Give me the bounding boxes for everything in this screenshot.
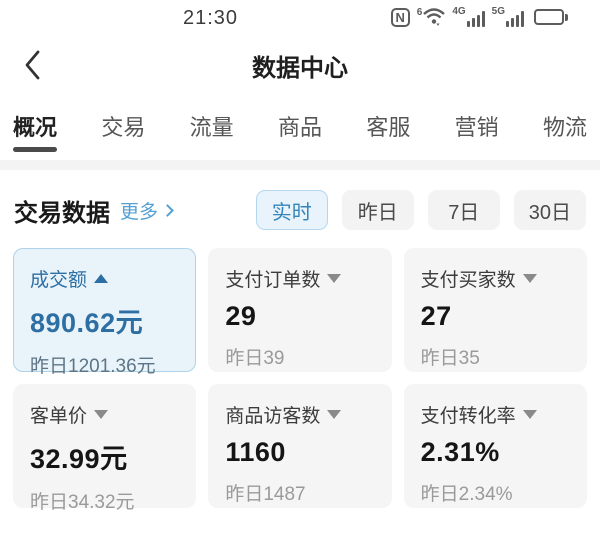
tab-label: 营销 bbox=[454, 115, 499, 140]
tab-label: 概况 bbox=[13, 115, 58, 140]
metric-value: 32.99元 bbox=[30, 444, 128, 474]
tab-products[interactable]: 商品 bbox=[278, 110, 322, 160]
trade-data-section-header: 交易数据 更多 实时 昨日 7日 30日 bbox=[0, 170, 600, 244]
tab-service[interactable]: 客服 bbox=[366, 110, 410, 160]
metric-yesterday: 昨日35 bbox=[420, 348, 480, 369]
metric-value: 890.62元 bbox=[30, 308, 144, 338]
metric-label: 商品访客数 bbox=[225, 406, 321, 427]
trend-up-icon bbox=[94, 274, 109, 283]
metric-value: 1160 bbox=[225, 437, 286, 467]
header: 数据中心 bbox=[0, 34, 600, 96]
signal-4g-icon: 4G bbox=[452, 6, 485, 27]
metric-card-gmv[interactable]: 成交额 890.62元 昨日1201.36元 bbox=[13, 248, 197, 377]
back-chevron-icon bbox=[25, 50, 40, 80]
metric-label: 支付买家数 bbox=[420, 270, 516, 291]
chevron-right-icon bbox=[161, 204, 174, 217]
4g-label: 4G bbox=[452, 6, 466, 17]
tab-label: 交易 bbox=[101, 115, 146, 140]
metric-label: 客单价 bbox=[30, 406, 88, 427]
tab-logistics[interactable]: 物流 bbox=[543, 110, 587, 160]
filter-30days[interactable]: 30日 bbox=[513, 190, 586, 230]
dropdown-arrow-icon[interactable] bbox=[522, 274, 537, 283]
dropdown-arrow-icon[interactable] bbox=[327, 274, 342, 283]
tab-bar: 概况 交易 流量 商品 客服 营销 物流 bbox=[0, 96, 600, 160]
section-title: 交易数据 bbox=[14, 199, 110, 227]
filter-realtime[interactable]: 实时 bbox=[255, 190, 328, 230]
wifi-fan-icon bbox=[423, 8, 446, 26]
metric-card-grid: 成交额 890.62元 昨日1201.36元 支付订单数 29 昨日39 支付买… bbox=[0, 244, 600, 513]
metric-card-conversion-rate[interactable]: 支付转化率 2.31% 昨日2.34% bbox=[403, 384, 587, 508]
section-divider bbox=[0, 160, 600, 170]
metric-yesterday: 昨日34.32元 bbox=[30, 492, 135, 513]
page-title: 数据中心 bbox=[252, 54, 348, 82]
filter-yesterday[interactable]: 昨日 bbox=[341, 190, 414, 230]
tab-trade[interactable]: 交易 bbox=[101, 110, 145, 160]
5g-label: 5G bbox=[491, 6, 505, 17]
metric-yesterday: 昨日2.34% bbox=[420, 484, 513, 505]
nfc-icon: N bbox=[390, 7, 410, 27]
status-bar: 21:30 N 6 4G 5G bbox=[0, 0, 600, 34]
more-link[interactable]: 更多 bbox=[120, 197, 174, 224]
wifi-6-label: 6 bbox=[416, 7, 423, 18]
metric-value: 2.31% bbox=[420, 437, 500, 467]
more-label: 更多 bbox=[120, 201, 159, 223]
status-icons: N 6 4G 5G bbox=[390, 5, 568, 29]
tab-overview[interactable]: 概况 bbox=[13, 110, 57, 160]
metric-value: 27 bbox=[420, 301, 452, 331]
metric-card-paid-orders[interactable]: 支付订单数 29 昨日39 bbox=[208, 248, 392, 372]
battery-icon bbox=[534, 9, 568, 25]
metric-yesterday: 昨日1487 bbox=[225, 484, 306, 505]
tab-traffic[interactable]: 流量 bbox=[190, 110, 234, 160]
time-filter-group: 实时 昨日 7日 30日 bbox=[255, 190, 586, 230]
metric-yesterday: 昨日1201.36元 bbox=[30, 356, 156, 377]
metric-label: 支付转化率 bbox=[420, 406, 516, 427]
signal-bars-icon bbox=[506, 11, 524, 27]
dropdown-arrow-icon[interactable] bbox=[94, 410, 109, 419]
tab-marketing[interactable]: 营销 bbox=[455, 110, 499, 160]
metric-card-paid-buyers[interactable]: 支付买家数 27 昨日35 bbox=[403, 248, 587, 372]
filter-7days[interactable]: 7日 bbox=[427, 190, 500, 230]
dropdown-arrow-icon[interactable] bbox=[522, 410, 537, 419]
tab-label: 商品 bbox=[277, 115, 322, 140]
metric-label: 支付订单数 bbox=[225, 270, 321, 291]
tab-label: 流量 bbox=[189, 115, 234, 140]
back-button[interactable] bbox=[16, 48, 50, 82]
metric-card-avg-order-value[interactable]: 客单价 32.99元 昨日34.32元 bbox=[13, 384, 197, 513]
metric-yesterday: 昨日39 bbox=[225, 348, 285, 369]
active-tab-underline bbox=[13, 147, 57, 152]
signal-5g-icon: 5G bbox=[492, 7, 524, 27]
tab-label: 客服 bbox=[366, 115, 411, 140]
clock: 21:30 bbox=[183, 7, 239, 29]
wifi-icon: 6 bbox=[417, 8, 446, 26]
metric-label: 成交额 bbox=[30, 270, 88, 291]
metric-card-product-visitors[interactable]: 商品访客数 1160 昨日1487 bbox=[208, 384, 392, 508]
tab-label: 物流 bbox=[542, 115, 587, 140]
dropdown-arrow-icon[interactable] bbox=[327, 410, 342, 419]
metric-value: 29 bbox=[225, 301, 257, 331]
signal-bars-icon bbox=[466, 11, 485, 27]
